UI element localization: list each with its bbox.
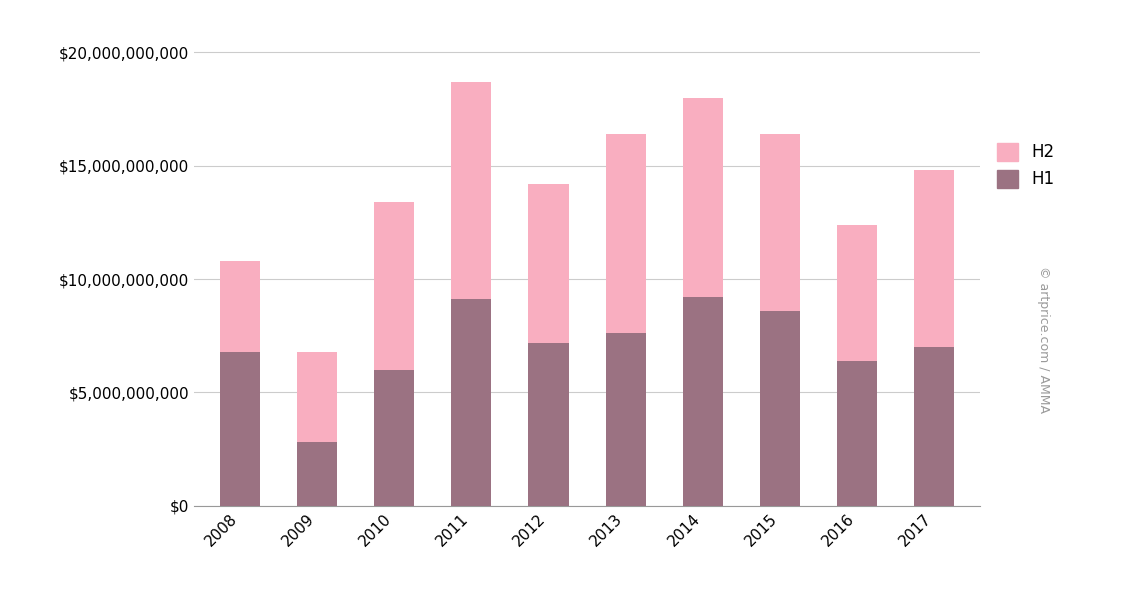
Bar — [298, 442, 337, 506]
Bar — [374, 369, 414, 506]
Bar — [298, 352, 337, 442]
Bar — [220, 352, 260, 506]
Bar — [220, 261, 260, 352]
Bar — [451, 299, 491, 506]
Bar — [837, 225, 877, 361]
Legend: H2, H1: H2, H1 — [996, 143, 1054, 189]
Bar — [605, 134, 645, 333]
Bar — [760, 134, 800, 311]
Bar — [529, 343, 569, 506]
Bar — [914, 347, 954, 506]
Bar — [605, 333, 645, 506]
Bar — [529, 184, 569, 343]
Bar — [683, 298, 723, 506]
Bar — [837, 361, 877, 506]
Text: © artprice.com / AMMA: © artprice.com / AMMA — [1036, 265, 1050, 413]
Bar — [683, 98, 723, 298]
Bar — [760, 311, 800, 506]
Bar — [914, 170, 954, 347]
Bar — [374, 202, 414, 369]
Bar — [451, 82, 491, 299]
